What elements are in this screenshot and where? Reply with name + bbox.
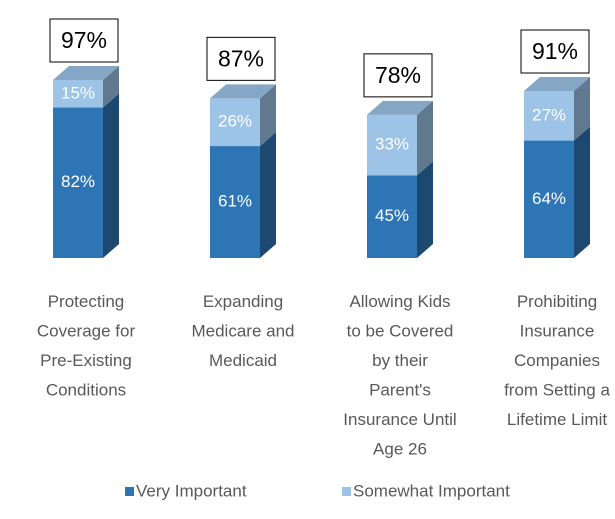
category-line: Medicare and (191, 322, 294, 341)
category-line: Pre-Existing (40, 351, 132, 370)
legend-label: Very Important (136, 481, 247, 500)
bar-segment (367, 175, 417, 258)
bar-segment (53, 107, 103, 258)
bar-side (103, 66, 119, 108)
total-box (49, 18, 119, 63)
category-line: to be Covered (347, 322, 454, 341)
total-box (363, 53, 433, 98)
total-label: 91% (532, 38, 578, 64)
category-line: Prohibiting (517, 292, 597, 311)
bar-side (417, 100, 433, 176)
category-line: Coverage for (37, 322, 136, 341)
data-label: 15% (61, 83, 95, 102)
total-box (206, 36, 276, 81)
category-label: Allowing Kids to be Covered by their Parent… (343, 292, 456, 459)
category-line: Insurance (520, 322, 595, 341)
total-box (520, 29, 590, 74)
bar-segment (524, 91, 574, 141)
category-line: Allowing Kids (349, 292, 450, 311)
category-label: Protecting Coverage for Pre-Existing Condit… (37, 292, 136, 400)
bar-side (260, 84, 276, 147)
data-label: 26% (218, 112, 252, 131)
total-label: 87% (218, 45, 264, 71)
category-line: Lifetime Limit (507, 410, 607, 429)
category-line: Medicaid (209, 351, 277, 370)
bar-side (574, 77, 590, 141)
bar-top (210, 84, 276, 99)
bar-side (103, 93, 119, 258)
legend-swatch (125, 487, 134, 496)
category-line: by their (372, 351, 428, 370)
data-label: 45% (375, 206, 409, 225)
bar-segment (53, 80, 103, 108)
category-label: Expanding Medicare and Medicaid (191, 292, 294, 370)
category-line: Conditions (46, 381, 126, 400)
bar-segment (210, 98, 260, 147)
category-line: Companies (514, 351, 600, 370)
bar-top (524, 77, 590, 92)
category-line: Insurance Until (343, 410, 456, 429)
category-line: Age 26 (373, 440, 427, 459)
bar-side (574, 126, 590, 258)
total-label: 78% (375, 62, 421, 88)
category-line: from Setting a (504, 381, 610, 400)
data-label: 27% (532, 105, 566, 124)
data-label: 64% (532, 189, 566, 208)
bar-segment (367, 114, 417, 176)
category-label: Prohibiting Insurance Companies from Settin… (504, 292, 610, 429)
bar-side (260, 132, 276, 258)
legend-swatch (342, 487, 351, 496)
bar-side (417, 161, 433, 258)
bar-top (367, 100, 433, 115)
total-label: 97% (61, 27, 107, 53)
category-line: Expanding (203, 292, 283, 311)
data-label: 61% (218, 192, 252, 211)
bar-top (53, 66, 119, 81)
bar-segment (524, 140, 574, 258)
legend-label: Somewhat Important (353, 481, 510, 500)
data-label: 82% (61, 172, 95, 191)
category-line: Protecting (48, 292, 125, 311)
category-line: Parent's (369, 381, 431, 400)
bar-segment (210, 146, 260, 258)
data-label: 33% (375, 135, 409, 154)
